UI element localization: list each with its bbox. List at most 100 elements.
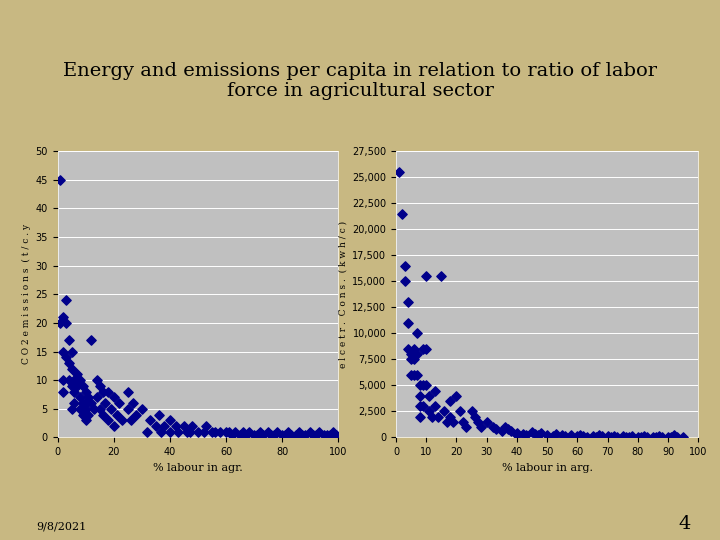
Point — [551, 430, 562, 438]
Point — [74, 404, 86, 413]
Point — [91, 393, 103, 402]
Text: 4: 4 — [679, 515, 691, 533]
Point — [130, 410, 142, 419]
Point — [411, 370, 423, 379]
Point — [475, 423, 487, 431]
Point — [433, 412, 444, 421]
Point — [55, 319, 66, 327]
Point — [254, 427, 266, 436]
Point — [526, 428, 538, 436]
Y-axis label: C O 2 e m i s s i o n s  ( t / c . y: C O 2 e m i s s i o n s ( t / c . y — [22, 224, 31, 364]
Point — [105, 404, 117, 413]
Point — [181, 427, 192, 436]
Point — [108, 393, 120, 402]
Point — [164, 416, 176, 424]
Point — [647, 433, 659, 441]
Point — [430, 402, 441, 410]
Point — [653, 432, 665, 441]
Point — [293, 427, 305, 436]
Point — [448, 417, 459, 426]
Point — [285, 430, 297, 439]
Point — [209, 427, 220, 436]
Point — [179, 422, 190, 430]
Point — [319, 430, 330, 439]
Point — [71, 382, 83, 390]
Point — [487, 423, 498, 431]
Point — [127, 399, 139, 407]
Point — [305, 427, 316, 436]
Point — [63, 359, 75, 367]
Point — [405, 355, 417, 363]
Point — [436, 272, 447, 280]
Point — [559, 432, 571, 441]
Point — [581, 433, 593, 441]
Point — [557, 431, 568, 440]
Point — [662, 433, 674, 441]
Point — [215, 427, 226, 436]
Point — [235, 430, 246, 439]
Point — [536, 429, 547, 437]
Point — [80, 387, 91, 396]
Point — [638, 432, 649, 441]
X-axis label: % labour in agr.: % labour in agr. — [153, 463, 243, 472]
Point — [441, 417, 453, 426]
Point — [602, 432, 613, 441]
Point — [223, 427, 235, 436]
Point — [94, 382, 106, 390]
Point — [572, 432, 583, 441]
Point — [626, 432, 638, 441]
Point — [86, 336, 97, 345]
Point — [192, 427, 204, 436]
Point — [521, 431, 532, 440]
Point — [532, 431, 544, 440]
Point — [327, 427, 338, 436]
Point — [89, 404, 100, 413]
Point — [102, 416, 114, 424]
Point — [136, 404, 148, 413]
Text: 9/8/2021: 9/8/2021 — [36, 521, 86, 531]
Point — [611, 433, 623, 441]
Point — [153, 410, 164, 419]
Point — [77, 382, 89, 390]
Point — [80, 399, 91, 407]
Point — [226, 430, 238, 439]
Point — [74, 393, 86, 402]
Point — [71, 370, 83, 379]
Point — [68, 376, 80, 384]
Point — [668, 431, 680, 440]
Text: Energy and emissions per capita in relation to ratio of labor
force in agricultu: Energy and emissions per capita in relat… — [63, 62, 657, 100]
Point — [405, 350, 417, 359]
Point — [511, 429, 523, 437]
Point — [108, 422, 120, 430]
Point — [142, 427, 153, 436]
Point — [420, 381, 432, 390]
Point — [68, 399, 80, 407]
Point — [150, 422, 162, 430]
Point — [291, 430, 302, 439]
Point — [83, 393, 94, 402]
Point — [237, 427, 248, 436]
Point — [96, 387, 108, 396]
Point — [156, 427, 167, 436]
Point — [170, 422, 181, 430]
Point — [408, 370, 420, 379]
Point — [438, 407, 450, 416]
Point — [415, 392, 426, 400]
Point — [678, 433, 689, 441]
Point — [423, 407, 435, 416]
Point — [145, 416, 156, 424]
Point — [117, 416, 128, 424]
Point — [58, 313, 69, 321]
Point — [402, 298, 414, 306]
Point — [77, 410, 89, 419]
Point — [596, 432, 608, 441]
Point — [511, 431, 523, 440]
Point — [198, 427, 210, 436]
Point — [408, 355, 420, 363]
Point — [243, 427, 254, 436]
Point — [593, 431, 604, 440]
Point — [58, 376, 69, 384]
Point — [393, 168, 405, 177]
Point — [411, 350, 423, 359]
Point — [91, 376, 103, 384]
